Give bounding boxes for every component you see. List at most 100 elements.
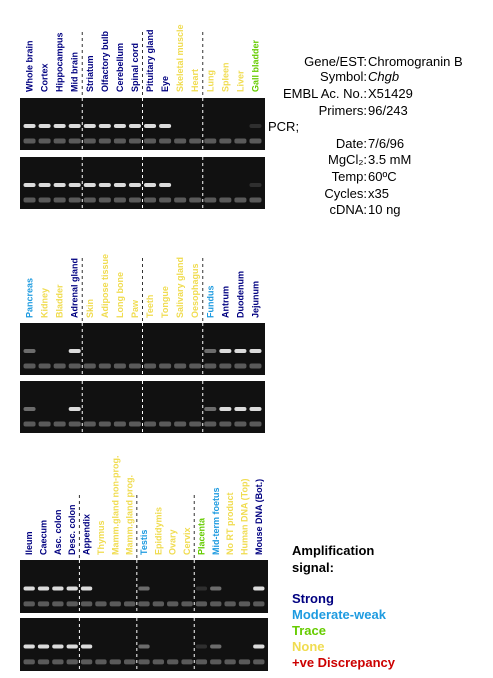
lane-label: Paw bbox=[130, 299, 140, 318]
primer-band bbox=[83, 363, 96, 369]
primer-band bbox=[53, 138, 66, 144]
primer-band bbox=[204, 363, 217, 369]
primer-band bbox=[152, 601, 165, 607]
primer-band bbox=[195, 659, 208, 665]
product-band bbox=[159, 183, 172, 187]
lane-label: Duodenum bbox=[235, 271, 245, 318]
primer-band bbox=[210, 601, 222, 607]
lane-label: Mamm.gland prog. bbox=[125, 475, 135, 555]
lane-label: Adipose tissue bbox=[100, 254, 110, 318]
primer-band bbox=[138, 601, 150, 607]
primer-band bbox=[53, 363, 66, 369]
primer-band bbox=[123, 601, 136, 607]
product-band bbox=[249, 407, 262, 411]
primer-band bbox=[144, 197, 157, 203]
primer-band bbox=[174, 421, 187, 427]
product-band bbox=[195, 644, 208, 649]
lane-label: Spinal cord bbox=[130, 43, 140, 92]
lane-label: Asc. colon bbox=[53, 509, 63, 555]
primer-band bbox=[174, 363, 187, 369]
info-label: PCR; bbox=[268, 119, 299, 134]
lane-label: Mamm.gland non-prog. bbox=[110, 456, 120, 556]
lane-label: Gall bladder bbox=[250, 39, 260, 92]
product-band bbox=[52, 586, 64, 591]
primer-band bbox=[159, 363, 172, 369]
primer-band bbox=[204, 421, 217, 427]
product-band bbox=[204, 349, 217, 353]
primer-band bbox=[113, 421, 126, 427]
product-band bbox=[38, 124, 51, 128]
info-label: Cycles: bbox=[324, 186, 367, 201]
legend-item: None bbox=[292, 639, 325, 654]
primer-band bbox=[23, 138, 36, 144]
legend-title: signal: bbox=[292, 560, 334, 575]
lane-label: Long bone bbox=[115, 272, 125, 318]
product-band bbox=[253, 586, 265, 591]
primer-band bbox=[113, 138, 126, 144]
info-value: Chgb bbox=[368, 69, 399, 84]
product-band bbox=[113, 183, 126, 187]
primer-band bbox=[23, 601, 35, 607]
lane-label: Oesophagus bbox=[190, 263, 200, 318]
primer-band bbox=[234, 197, 247, 203]
info-value: Chromogranin B bbox=[368, 54, 463, 69]
primer-band bbox=[113, 197, 126, 203]
primer-band bbox=[234, 421, 247, 427]
primer-band bbox=[253, 659, 265, 665]
lane-label: Spleen bbox=[220, 62, 230, 92]
primer-band bbox=[204, 138, 217, 144]
primer-band bbox=[37, 659, 50, 665]
primer-band bbox=[144, 363, 157, 369]
primer-band bbox=[128, 363, 141, 369]
primer-band bbox=[224, 659, 236, 665]
product-band bbox=[219, 407, 232, 411]
primer-band bbox=[128, 421, 141, 427]
primer-band bbox=[95, 601, 107, 607]
product-band bbox=[37, 644, 50, 649]
product-band bbox=[66, 644, 78, 649]
primer-band bbox=[144, 138, 157, 144]
product-band bbox=[128, 183, 141, 187]
primer-band bbox=[210, 659, 222, 665]
lane-label: Epididymis bbox=[153, 507, 163, 555]
product-band bbox=[195, 586, 208, 591]
info-value: 10 ng bbox=[368, 202, 401, 217]
product-band bbox=[52, 644, 64, 649]
primer-band bbox=[109, 659, 121, 665]
primer-band bbox=[68, 138, 81, 144]
lane-label: Hippocampus bbox=[55, 32, 65, 92]
lane-label: Pancreas bbox=[25, 278, 35, 318]
product-band bbox=[23, 586, 35, 591]
product-band bbox=[23, 124, 36, 128]
product-band bbox=[68, 407, 81, 411]
product-band bbox=[204, 407, 217, 411]
primer-band bbox=[83, 197, 96, 203]
lane-label: Jejunum bbox=[250, 281, 260, 318]
primer-band bbox=[238, 601, 251, 607]
lane-label: No RT product bbox=[225, 493, 235, 556]
primer-band bbox=[98, 138, 111, 144]
lane-label: Skin bbox=[85, 299, 95, 318]
product-band bbox=[138, 644, 150, 649]
primer-band bbox=[144, 421, 157, 427]
primer-band bbox=[123, 659, 136, 665]
product-band bbox=[159, 124, 172, 128]
product-band bbox=[23, 349, 36, 353]
primer-band bbox=[53, 421, 66, 427]
product-band bbox=[38, 183, 51, 187]
product-band bbox=[144, 124, 157, 128]
primer-band bbox=[66, 601, 78, 607]
product-band bbox=[249, 124, 262, 128]
primer-band bbox=[38, 138, 51, 144]
product-band bbox=[53, 124, 66, 128]
primer-band bbox=[189, 197, 202, 203]
info-value: 60ºC bbox=[368, 169, 397, 184]
primer-band bbox=[167, 659, 179, 665]
primer-band bbox=[189, 363, 202, 369]
primer-band bbox=[98, 421, 111, 427]
lane-label: Salivary gland bbox=[175, 257, 185, 318]
info-value: 7/6/96 bbox=[368, 136, 404, 151]
primer-band bbox=[189, 138, 202, 144]
lane-label: Striatum bbox=[85, 55, 95, 92]
